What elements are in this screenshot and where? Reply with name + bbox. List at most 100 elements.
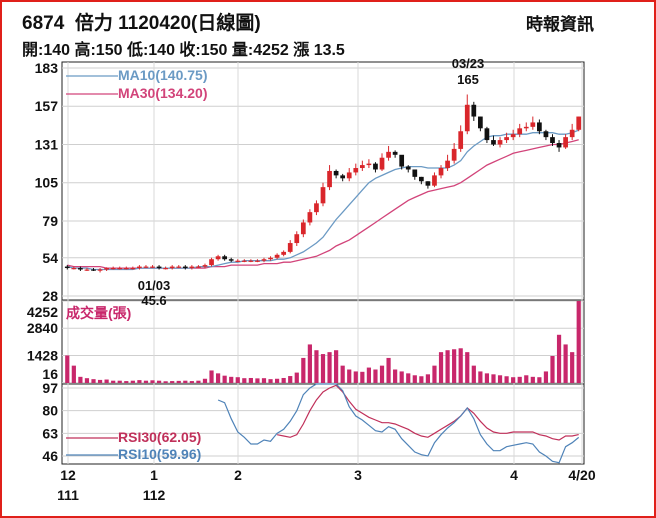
candle-body (497, 140, 503, 145)
candle-body (510, 134, 516, 138)
volume-bar (222, 375, 227, 383)
price-tick-label: 157 (35, 98, 59, 114)
volume-bar (189, 381, 194, 383)
candle-body (71, 268, 77, 270)
rsi10-line (217, 383, 580, 464)
candle-body (268, 257, 273, 260)
volume-bar (504, 376, 509, 383)
candle-body (359, 165, 365, 169)
volume-bar (91, 379, 96, 383)
candle-body (137, 266, 142, 269)
candle-body (84, 269, 90, 271)
volume-bar (288, 376, 293, 383)
candle-body (438, 168, 444, 176)
price-tick-label: 28 (42, 288, 58, 304)
volume-bar (543, 371, 549, 383)
candle-body (228, 259, 234, 261)
volume-bar (537, 377, 542, 383)
annotation-high-date: 03/23 (452, 56, 485, 71)
x-tick-label: 2 (234, 467, 242, 483)
candle-body (484, 128, 490, 141)
x-tick-label: 1 (150, 467, 158, 483)
volume-bar (563, 344, 568, 383)
rsi-tick-label: 63 (42, 425, 58, 441)
volume-bar (104, 379, 109, 383)
price-tick-label: 131 (35, 136, 59, 152)
price-tick-label: 54 (42, 250, 58, 266)
candle-body (110, 268, 116, 270)
volume-bar (84, 378, 90, 383)
candle-body (255, 260, 260, 262)
volume-tick-label: 4252 (27, 304, 58, 320)
candle-body (563, 137, 568, 148)
volume-bar (163, 381, 168, 383)
candle-body (241, 260, 247, 262)
candle-body (537, 122, 542, 132)
volume-bar (307, 344, 312, 383)
candle-body (123, 268, 129, 270)
volume-bar (399, 371, 404, 383)
candle-body (176, 266, 182, 268)
volume-bar (471, 365, 476, 383)
candle-body (150, 266, 155, 268)
volume-bar (248, 377, 253, 383)
candle-body (202, 265, 208, 267)
volume-bar (111, 380, 116, 383)
volume-bar (458, 348, 463, 383)
volume-bar (327, 352, 332, 383)
candle-body (64, 266, 70, 269)
candle-body (294, 234, 300, 244)
rsi-tick-label: 46 (42, 448, 58, 464)
candle-body (399, 154, 405, 167)
volume-bar (530, 376, 535, 383)
volume-bar (353, 371, 358, 383)
candle-body (392, 151, 398, 155)
candle-body (373, 163, 378, 170)
ma10-legend-label: MA10(140.75) (118, 67, 208, 83)
gridlines (62, 62, 584, 464)
volume-bar (137, 380, 142, 383)
ma30-legend-label: MA30(134.20) (118, 85, 208, 101)
candle-body (274, 254, 280, 258)
volume-bar (78, 376, 83, 383)
x-tick-label: 4/20 (568, 467, 595, 483)
candle-body (222, 256, 228, 260)
volume-bar (314, 350, 319, 383)
volume-tick-label: 16 (42, 366, 58, 382)
candle-body (189, 266, 195, 269)
volume-bar (65, 355, 70, 383)
x-tick-sublabel: 111 (57, 487, 79, 503)
candle-body (215, 256, 221, 260)
candle-body (550, 137, 555, 144)
volume-bar (117, 380, 122, 383)
candle-body (517, 128, 523, 135)
candle-body (281, 251, 287, 255)
volume-bar (275, 378, 280, 383)
candle-body (314, 203, 319, 213)
volume-bar (445, 350, 450, 383)
volume-bar (209, 370, 214, 383)
volume-tick-label: 2840 (27, 320, 58, 336)
rsi30-line (276, 384, 579, 441)
candle-body (91, 269, 96, 271)
volume-bar (379, 365, 385, 383)
volume-bar (438, 352, 444, 383)
candle-body (530, 122, 536, 127)
x-tick-label: 4 (510, 467, 518, 483)
volume-bar (261, 378, 267, 383)
candle-body (287, 243, 293, 252)
volume-bar (425, 374, 431, 383)
source-label: 時報資訊 (526, 15, 594, 34)
volume-bar (360, 371, 365, 383)
volume-bar (281, 377, 286, 383)
candle-body (366, 163, 372, 166)
quote-summary: 開:140 高:150 低:140 收:150 量:4252 漲 13.5 (22, 42, 345, 59)
candle-body (300, 222, 306, 235)
candle-body (156, 266, 162, 269)
volume-bar (202, 378, 208, 383)
candle-body (478, 116, 483, 129)
volume-bar (71, 365, 76, 383)
candle-body (379, 157, 385, 170)
